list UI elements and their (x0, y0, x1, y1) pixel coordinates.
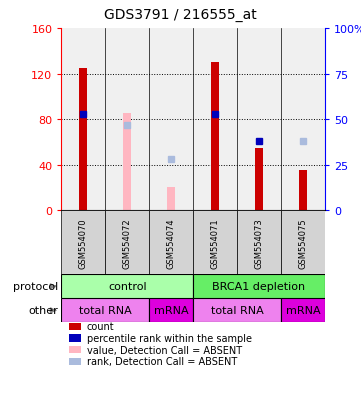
Bar (149, 299, 193, 323)
Text: GSM554070: GSM554070 (79, 217, 88, 268)
Text: GSM554071: GSM554071 (210, 217, 219, 268)
Bar (193, 299, 281, 323)
Text: rank, Detection Call = ABSENT: rank, Detection Call = ABSENT (87, 356, 237, 366)
Text: GSM554072: GSM554072 (123, 217, 132, 268)
Text: protocol: protocol (13, 282, 58, 292)
Bar (255, 148, 263, 211)
Bar (105, 211, 149, 275)
Bar (299, 171, 307, 211)
Text: GSM554073: GSM554073 (255, 217, 264, 268)
Text: total RNA: total RNA (79, 306, 132, 316)
Text: mRNA: mRNA (286, 306, 320, 316)
Text: mRNA: mRNA (154, 306, 188, 316)
Bar (61, 211, 105, 275)
Bar (281, 211, 325, 275)
Bar (61, 299, 149, 323)
Text: total RNA: total RNA (211, 306, 264, 316)
Text: other: other (28, 306, 58, 316)
Text: BRCA1 depletion: BRCA1 depletion (213, 282, 305, 292)
Bar (281, 299, 325, 323)
Bar (237, 211, 281, 275)
Bar (193, 211, 237, 275)
Text: GSM554074: GSM554074 (167, 217, 176, 268)
Bar (167, 188, 175, 211)
Text: count: count (87, 322, 114, 332)
Text: value, Detection Call = ABSENT: value, Detection Call = ABSENT (87, 345, 242, 355)
Bar (79, 69, 87, 211)
Text: GDS3791 / 216555_at: GDS3791 / 216555_at (104, 8, 257, 22)
Bar (149, 211, 193, 275)
Text: GSM554075: GSM554075 (299, 217, 308, 268)
Bar (211, 63, 219, 211)
Text: control: control (108, 282, 147, 292)
Bar (123, 114, 131, 211)
Bar (193, 275, 325, 299)
Bar (61, 275, 193, 299)
Text: percentile rank within the sample: percentile rank within the sample (87, 333, 252, 343)
